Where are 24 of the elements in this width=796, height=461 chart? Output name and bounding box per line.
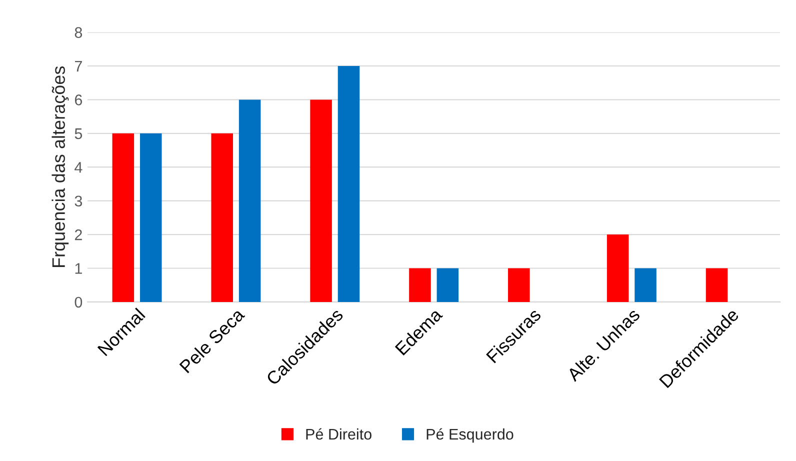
legend-label: Pé Esquerdo	[426, 428, 514, 443]
bar	[508, 268, 530, 302]
bar	[112, 133, 134, 302]
y-tick-label: 1	[75, 263, 82, 274]
bar	[338, 66, 360, 302]
bar	[706, 268, 728, 302]
y-tick-label: 3	[74, 196, 82, 207]
y-tick-label: 8	[74, 27, 82, 38]
bar	[238, 100, 261, 302]
y-tick-label: 4	[74, 162, 82, 173]
y-tick-label: 5	[74, 128, 82, 140]
bar	[310, 100, 332, 302]
bar	[634, 268, 656, 302]
bar	[606, 234, 629, 302]
bar	[140, 133, 162, 302]
y-tick-label: 2	[74, 229, 82, 240]
y-tick-label: 0	[74, 296, 82, 308]
y-axis-title: Frquencia das alterações	[52, 66, 69, 267]
legend-label: Pé Direito	[306, 428, 372, 440]
y-tick-label: 6	[74, 94, 82, 106]
bar	[211, 133, 233, 302]
bar	[409, 268, 431, 302]
y-tick-label: 7	[74, 61, 82, 72]
bar	[436, 268, 459, 302]
